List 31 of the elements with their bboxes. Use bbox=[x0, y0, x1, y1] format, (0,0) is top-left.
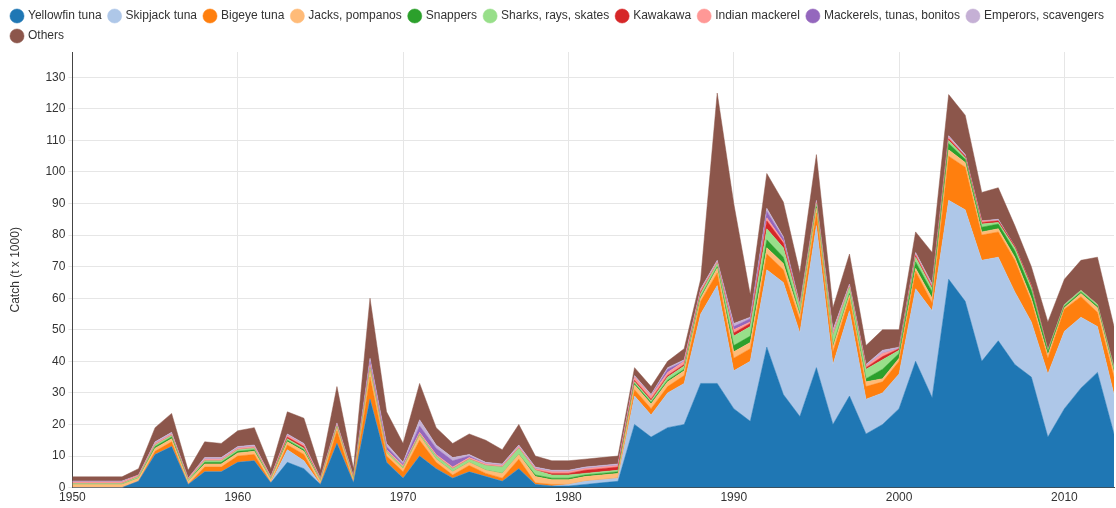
y-tick-label: 80 bbox=[52, 227, 66, 242]
y-tick-label: 130 bbox=[45, 69, 66, 84]
y-tick-label: 110 bbox=[46, 132, 66, 147]
y-tick-label: 20 bbox=[52, 416, 66, 431]
y-tick-label: 100 bbox=[45, 164, 66, 179]
y-tick-label: 90 bbox=[52, 195, 66, 210]
x-tick-label: 2000 bbox=[885, 490, 913, 505]
y-tick-label: 70 bbox=[52, 258, 66, 273]
x-tick-label: 2010 bbox=[1051, 490, 1079, 505]
y-tick-label: 120 bbox=[45, 101, 66, 116]
x-tick-label: 1960 bbox=[224, 490, 252, 505]
legend-label: Jacks, pompanos bbox=[308, 8, 402, 23]
y-tick-label: 50 bbox=[52, 322, 66, 337]
legend-label: Kawakawa bbox=[633, 8, 692, 23]
x-tick-label: 1990 bbox=[720, 490, 748, 505]
y-tick-label: 10 bbox=[52, 448, 66, 463]
legend-label: Indian mackerel bbox=[715, 8, 800, 23]
legend-label: Bigeye tuna bbox=[220, 8, 285, 23]
legend-label: Yellowfin tuna bbox=[28, 8, 102, 23]
legend-label: Emperors, scavengers bbox=[983, 8, 1104, 23]
y-tick-label: 30 bbox=[52, 385, 66, 400]
legend-label: Others bbox=[28, 28, 65, 43]
x-tick-label: 1980 bbox=[555, 490, 583, 505]
y-axis-title: Catch (t x 1000) bbox=[7, 227, 22, 313]
y-tick-label: 40 bbox=[52, 353, 66, 368]
y-tick-label: 60 bbox=[52, 290, 66, 305]
legend-label: Skipjack tuna bbox=[125, 8, 198, 23]
legend-label: Sharks, rays, skates bbox=[501, 8, 610, 23]
x-tick-label: 1970 bbox=[389, 490, 417, 505]
legend-label: Mackerels, tunas, bonitos bbox=[823, 8, 960, 23]
legend-label: Snappers bbox=[425, 8, 478, 23]
